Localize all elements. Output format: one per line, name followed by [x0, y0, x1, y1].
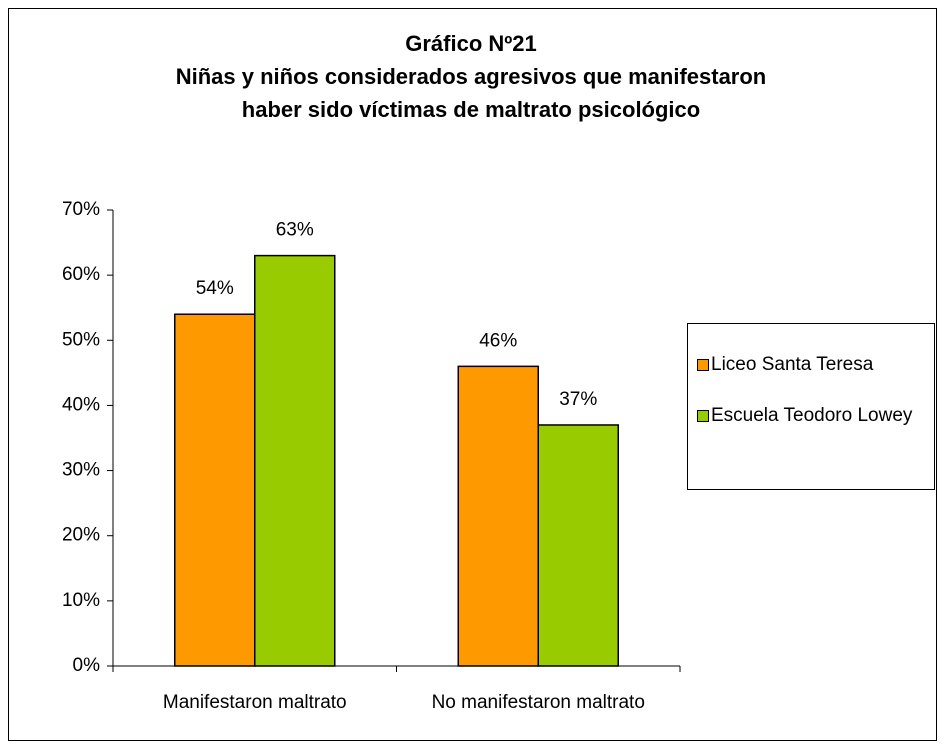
data-label: 46%	[479, 330, 517, 351]
legend-label: Escuela Teodoro Lowey	[711, 405, 913, 426]
legend-label: Liceo Santa Teresa	[711, 354, 874, 375]
x-tick-label: Manifestaron maltrato	[163, 692, 347, 713]
data-label: 63%	[276, 220, 314, 241]
y-tick-label: 70%	[62, 199, 100, 220]
y-tick-label: 10%	[62, 590, 100, 611]
y-tick-label: 40%	[62, 394, 100, 415]
chart-title: haber sido víctimas de maltrato psicológ…	[242, 97, 700, 122]
y-tick-label: 60%	[62, 264, 100, 285]
legend: Liceo Santa Teresa Escuela Teodoro Lowey	[687, 323, 935, 490]
y-tick-label: 50%	[62, 329, 100, 350]
chart-title: Gráfico Nº21	[405, 31, 537, 56]
legend-entry: Liceo Santa Teresa	[697, 351, 928, 378]
legend-swatch	[697, 410, 709, 422]
y-tick-label: 30%	[62, 460, 100, 481]
legend-entry: Escuela Teodoro Lowey	[697, 402, 928, 429]
bar	[537, 424, 619, 667]
legend-swatch	[697, 359, 709, 371]
bar	[254, 254, 336, 667]
y-tick-label: 20%	[62, 525, 100, 546]
data-label: 54%	[196, 278, 234, 299]
chart-title: Niñas y niños considerados agresivos que…	[176, 64, 767, 89]
bar	[457, 365, 539, 667]
y-tick-label: 0%	[73, 655, 101, 676]
data-label: 37%	[559, 389, 597, 410]
bar	[174, 313, 256, 667]
x-tick-label: No manifestaron maltrato	[432, 692, 645, 713]
